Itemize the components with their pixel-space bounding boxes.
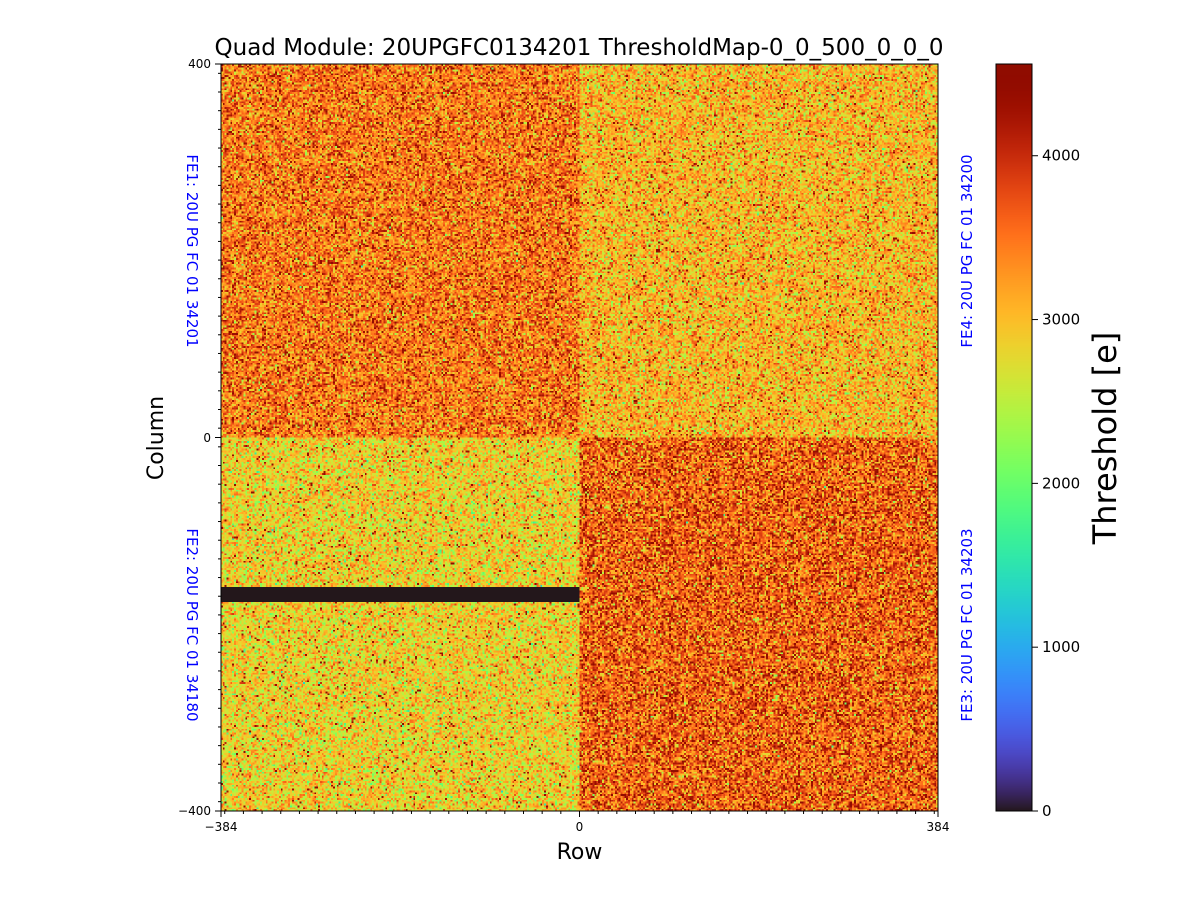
x-tick-label: −384 bbox=[205, 820, 238, 834]
y-tick-label: −400 bbox=[178, 804, 211, 818]
x-tick-label: 0 bbox=[576, 820, 584, 834]
fe4-label: FE4: 20U PG FC 01 34200 bbox=[958, 154, 976, 347]
fe2-label: FE2: 20U PG FC 01 34180 bbox=[183, 528, 201, 721]
y-axis-label: Column bbox=[144, 396, 169, 480]
chart-title: Quad Module: 20UPGFC0134201 ThresholdMap… bbox=[215, 35, 944, 61]
y-tick-label: 400 bbox=[188, 57, 211, 71]
threshold-heatmap bbox=[221, 64, 938, 811]
colorbar-tick-label: 2000 bbox=[1042, 474, 1080, 492]
colorbar-ticks: 0 1000 2000 3000 4000 bbox=[1032, 147, 1080, 820]
plot-frame bbox=[220, 63, 939, 812]
x-axis-label: Row bbox=[557, 840, 603, 865]
y-tick-label: 0 bbox=[203, 431, 211, 445]
colorbar-tick-label: 3000 bbox=[1042, 311, 1080, 329]
colorbar-gradient bbox=[996, 64, 1032, 811]
colorbar-tick-label: 4000 bbox=[1042, 147, 1080, 165]
minor-ticks bbox=[218, 72, 935, 814]
x-tick-label: 384 bbox=[927, 820, 950, 834]
fe1-label: FE1: 20U PG FC 01 34201 bbox=[183, 154, 201, 347]
colorbar-tick-label: 1000 bbox=[1042, 638, 1080, 656]
fe3-label: FE3: 20U PG FC 01 34203 bbox=[958, 528, 976, 721]
colorbar-tick-label: 0 bbox=[1042, 802, 1052, 820]
colorbar-label: Threshold [e] bbox=[1086, 332, 1124, 546]
colorbar-frame bbox=[995, 63, 1033, 812]
